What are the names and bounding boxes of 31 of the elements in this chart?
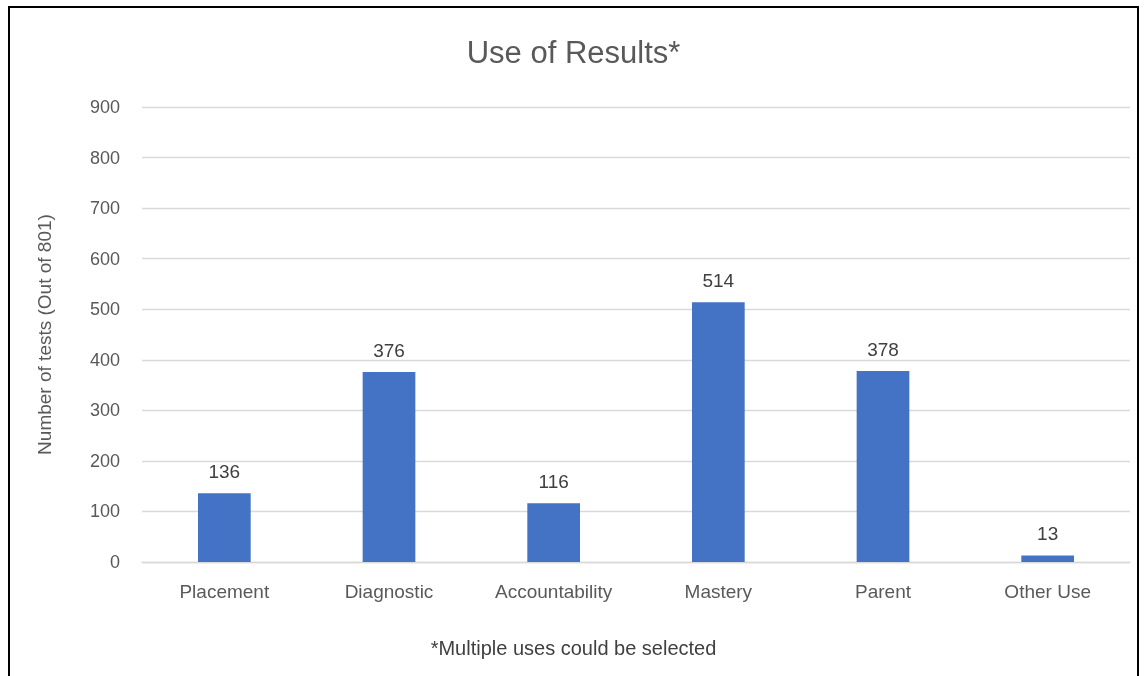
y-tick-label: 100 <box>89 501 120 522</box>
bar <box>362 371 416 562</box>
y-tick-label: 300 <box>89 400 120 421</box>
y-tick-label: 700 <box>89 198 120 219</box>
bar <box>691 302 745 562</box>
y-axis-title: Number of tests (Out of 801) <box>34 214 55 455</box>
x-tick-label: Parent <box>855 581 912 602</box>
x-tick-label: Placement <box>179 581 270 602</box>
data-label: 376 <box>373 339 405 361</box>
data-label: 514 <box>702 270 735 292</box>
x-tick-label: Mastery <box>684 581 753 602</box>
x-tick-label: Other Use <box>1004 581 1091 602</box>
bar <box>527 503 581 562</box>
y-tick-label: 200 <box>89 450 120 471</box>
data-label: 136 <box>208 461 241 483</box>
y-tick-label: 500 <box>89 299 120 320</box>
y-tick-label: 600 <box>89 248 120 269</box>
chart-title: Use of Results* <box>466 35 681 70</box>
bar <box>856 370 910 562</box>
data-label: 116 <box>538 471 569 493</box>
bar <box>197 493 251 562</box>
x-tick-label: Accountability <box>495 581 613 602</box>
data-label: 13 <box>1037 523 1059 545</box>
x-tick-label: Diagnostic <box>344 581 434 602</box>
text: *Multiple uses could be selected <box>430 637 717 659</box>
y-tick-label: 800 <box>89 147 120 168</box>
y-tick-label: 900 <box>89 97 120 117</box>
y-tick-label: 0 <box>109 552 120 572</box>
bar <box>1021 555 1075 562</box>
data-label: 378 <box>867 338 899 360</box>
y-tick-label: 400 <box>89 349 120 370</box>
